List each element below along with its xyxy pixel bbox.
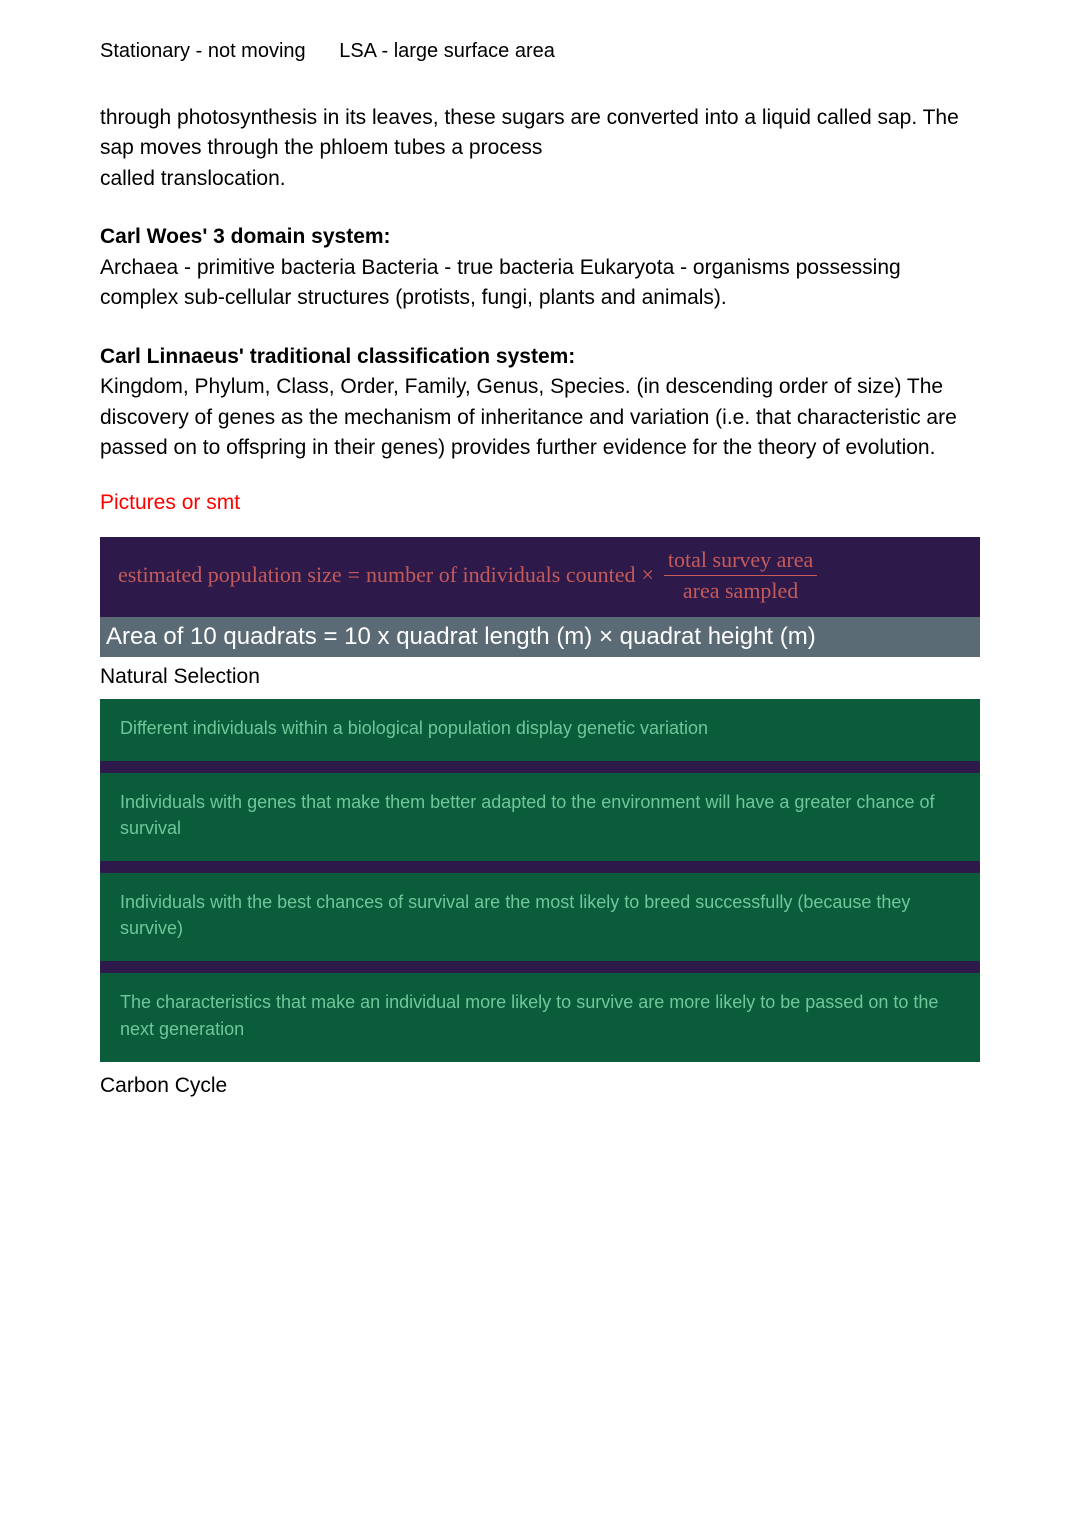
- formula-equals: =: [348, 562, 360, 588]
- pictures-note: Pictures or smt: [100, 491, 980, 515]
- ns-box: Different individuals within a biologica…: [100, 699, 980, 761]
- linnaeus-heading: Carl Linnaeus' traditional classificatio…: [100, 345, 575, 368]
- ns-gap: [100, 961, 980, 973]
- formula-fraction: total survey area area sampled: [664, 547, 817, 603]
- ns-gap: [100, 861, 980, 873]
- natural-selection-title: Natural Selection: [100, 665, 980, 689]
- formula-numerator: total survey area: [664, 547, 817, 575]
- carbon-cycle-title: Carbon Cycle: [100, 1074, 980, 1098]
- ns-box: Individuals with genes that make them be…: [100, 773, 980, 861]
- formula-denominator: area sampled: [683, 576, 798, 603]
- natural-selection-boxes: Different individuals within a biologica…: [100, 699, 980, 1062]
- header-definitions: Stationary - not moving LSA - large surf…: [100, 40, 980, 63]
- ns-gap: [100, 761, 980, 773]
- intro-paragraph: through photosynthesis in its leaves, th…: [100, 103, 980, 194]
- quadrat-formula-bar: Area of 10 quadrats = 10 x quadrat lengt…: [100, 617, 980, 657]
- woes-heading: Carl Woes' 3 domain system:: [100, 225, 391, 248]
- formula-mid: number of individuals counted: [366, 562, 635, 588]
- def-lsa: LSA - large surface area: [339, 40, 555, 62]
- woes-section: Carl Woes' 3 domain system: Archaea - pr…: [100, 222, 980, 313]
- formula-lhs: estimated population size: [118, 562, 342, 588]
- linnaeus-body: Kingdom, Phylum, Class, Order, Family, G…: [100, 375, 957, 459]
- woes-body: Archaea - primitive bacteria Bacteria - …: [100, 256, 901, 309]
- formula-times: ×: [641, 562, 653, 588]
- ns-box: Individuals with the best chances of sur…: [100, 873, 980, 961]
- def-stationary: Stationary - not moving: [100, 40, 306, 62]
- linnaeus-section: Carl Linnaeus' traditional classificatio…: [100, 342, 980, 464]
- page: Stationary - not moving LSA - large surf…: [0, 0, 1080, 1168]
- population-formula-bar: estimated population size = number of in…: [100, 537, 980, 617]
- ns-box: The characteristics that make an individ…: [100, 973, 980, 1061]
